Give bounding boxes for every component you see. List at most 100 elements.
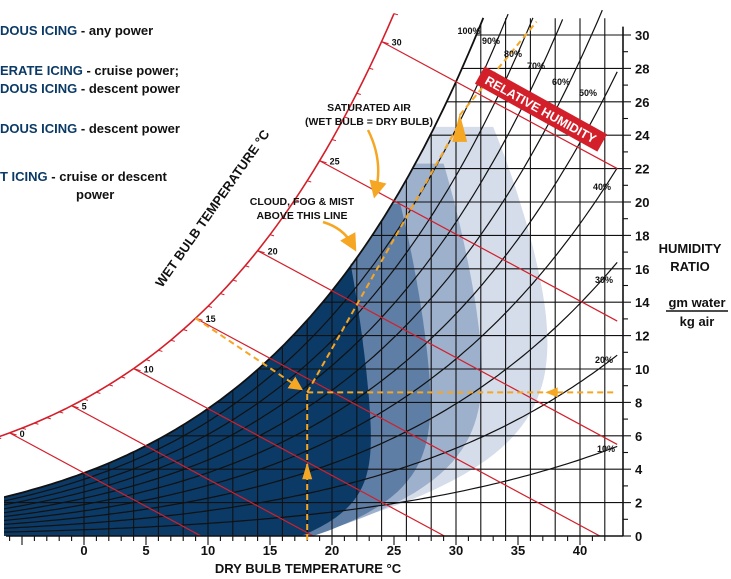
wet-bulb-tick <box>121 376 126 379</box>
wet-bulb-tick <box>46 417 51 420</box>
rh-curve-80 <box>4 17 534 506</box>
legend-item-6: power <box>76 186 114 203</box>
wet-bulb-line-10 <box>133 368 445 536</box>
rh-label-100: 100% <box>457 26 480 36</box>
legend-item-3-text: - descent power <box>77 81 180 96</box>
y-tick-label: 20 <box>635 195 649 210</box>
legend-item-3-highlight: DOUS ICING <box>0 81 78 96</box>
rh-label-70: 70% <box>527 61 545 71</box>
y-tick-label: 28 <box>635 61 649 76</box>
wet-bulb-tick <box>381 41 389 45</box>
y-tick-label: 22 <box>635 162 649 177</box>
wet-bulb-tick-label: 5 <box>82 402 87 412</box>
wet-bulb-tick <box>207 305 213 308</box>
rh-label-40: 40% <box>593 182 611 192</box>
wet-bulb-tick <box>344 116 349 119</box>
wet-bulb-tick <box>83 398 89 401</box>
legend-item-5: T ICING - cruise or descent <box>0 168 167 185</box>
guide-humidity-arrowhead <box>545 387 558 398</box>
x-tick-label: 5 <box>142 543 149 558</box>
guide-wet-bulb <box>195 317 304 391</box>
legend-item-6-text: power <box>76 187 115 202</box>
rh-curve-100 <box>4 17 485 499</box>
x-tick-label: 35 <box>511 543 525 558</box>
rh-curve-30 <box>4 262 618 525</box>
legend-item-4-highlight: DOUS ICING <box>0 121 78 136</box>
guide-rh <box>306 124 460 393</box>
wet-bulb-tick <box>158 349 163 352</box>
legend-item-1-highlight: DOUS ICING <box>0 23 78 38</box>
saturated-air-arrow <box>366 129 387 199</box>
guide-rh-top <box>458 21 538 116</box>
rh-curve-70 <box>4 19 564 510</box>
wet-bulb-tick <box>245 265 250 268</box>
wet-bulb-tick-label: 25 <box>330 157 340 167</box>
x-tick-label: 10 <box>201 543 215 558</box>
wet-bulb-tick <box>133 368 141 372</box>
wet-bulb-lines: 0 5 10 15 20 25 30 <box>0 13 618 536</box>
rh-curve-60 <box>4 9 603 514</box>
rh-label-60: 60% <box>552 77 570 87</box>
wet-bulb-line-5 <box>71 405 314 536</box>
x-tick-label: 20 <box>325 543 339 558</box>
y-tick-label: 16 <box>635 262 649 277</box>
wet-bulb-tick <box>183 329 188 332</box>
relative-humidity-curves <box>4 9 618 533</box>
rh-labels: 10% 20% 30% 40% 50% 60% 70% 80% 90%100% <box>457 26 615 454</box>
wet-bulb-tick <box>369 67 374 70</box>
rh-curve-20 <box>4 354 618 529</box>
legend-item-1-text: - any power <box>77 23 154 38</box>
y-tick-label: 30 <box>635 28 649 43</box>
rh-label-90: 90% <box>482 36 500 46</box>
saturated-air-annotation-2: (WET BULB = DRY BULB) <box>305 116 433 128</box>
y-tick-label: 0 <box>635 529 642 544</box>
wet-bulb-tick <box>393 13 399 16</box>
wet-bulb-axis-label: WET BULB TEMPERATURE °C <box>152 126 273 289</box>
wet-bulb-tick <box>282 217 287 220</box>
x-axis-label: DRY BULB TEMPERATURE °C <box>215 561 402 576</box>
legend-item-2-text: - cruise power; <box>82 63 179 78</box>
wet-bulb-line-20 <box>257 250 618 445</box>
y-axis-label-1: HUMIDITY <box>659 241 722 256</box>
wet-bulb-tick-label: 10 <box>144 365 154 375</box>
wet-bulb-tick <box>0 437 2 440</box>
y-tick-label: 24 <box>635 128 650 143</box>
y-axis-unit-numerator: gm water <box>668 295 725 310</box>
legend-item-4-text: - descent power <box>77 121 180 136</box>
rh-label-50: 50% <box>579 88 597 98</box>
wet-bulb-tick-label: 15 <box>206 314 216 324</box>
wet-bulb-tick <box>59 411 64 414</box>
guide-dry-bulb-arrowhead <box>302 462 313 480</box>
cloud-annotation-2: ABOVE THIS LINE <box>256 210 347 222</box>
wet-bulb-tick <box>96 391 101 394</box>
legend-item-1: DOUS ICING - any power <box>0 22 153 39</box>
y-tick-label: 10 <box>635 362 649 377</box>
y-tick-label: 2 <box>635 496 642 511</box>
wet-bulb-tick <box>34 422 39 425</box>
wet-bulb-tick <box>294 199 299 202</box>
wet-bulb-axis <box>0 13 395 438</box>
wet-bulb-tick <box>9 432 17 436</box>
wet-bulb-line-25 <box>319 160 618 322</box>
wet-bulb-line-15 <box>195 317 601 536</box>
x-tick-label: 15 <box>263 543 277 558</box>
y-axis-unit-denominator: kg air <box>680 314 715 329</box>
wet-bulb-line-30 <box>381 41 618 170</box>
wet-bulb-tick <box>220 293 225 296</box>
rh-curve-10 <box>4 445 618 533</box>
legend-item-3: DOUS ICING - descent power <box>0 80 180 97</box>
legend-item-4: DOUS ICING - descent power <box>0 120 180 137</box>
x-tick-label: 40 <box>573 543 587 558</box>
wet-bulb-tick <box>108 384 113 387</box>
cloud-annotation-1: CLOUD, FOG & MIST <box>250 196 355 208</box>
wet-bulb-tick <box>356 92 361 95</box>
region-dark <box>4 263 371 536</box>
wet-bulb-tick <box>331 139 337 142</box>
wet-bulb-tick <box>269 234 275 237</box>
wet-bulb-tick <box>71 405 79 409</box>
wet-bulb-tick <box>21 427 27 430</box>
y-axis-label-2: RATIO <box>670 259 709 274</box>
y-tick-label: 14 <box>635 295 650 310</box>
